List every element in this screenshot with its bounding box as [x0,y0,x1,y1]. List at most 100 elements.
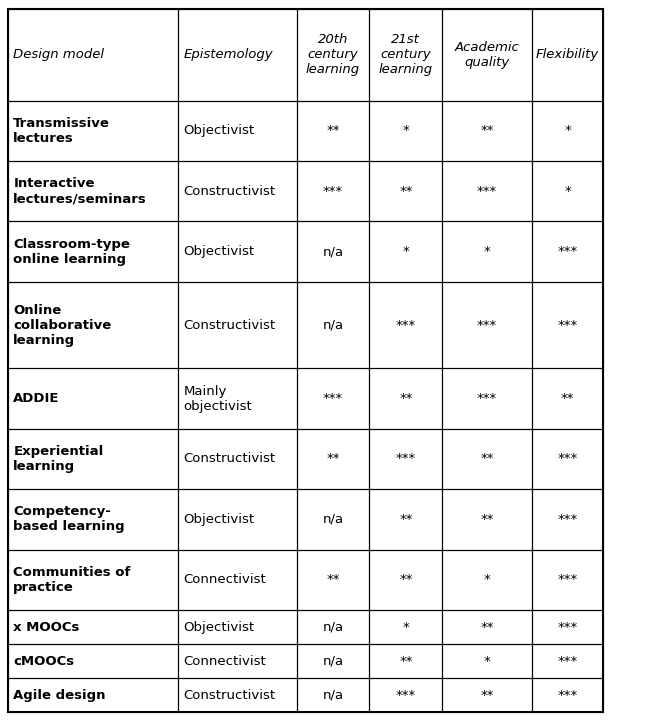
Text: **: ** [480,453,494,466]
Text: Flexibility: Flexibility [536,48,599,61]
Bar [532,9,603,100]
Bar [296,549,370,610]
Text: **: ** [399,185,412,198]
Bar [296,368,370,429]
Bar [296,282,370,368]
Text: *: * [402,621,409,634]
Text: Connectivist: Connectivist [184,655,266,668]
Bar [296,221,370,282]
Bar [8,9,603,712]
Bar [442,489,532,549]
Text: n/a: n/a [322,655,344,668]
Bar [296,161,370,221]
Bar [532,678,603,712]
Text: *: * [564,124,571,137]
Bar [296,100,370,161]
Text: ***: *** [396,453,416,466]
Bar [178,161,296,221]
Bar [370,100,442,161]
Text: ***: *** [557,453,578,466]
Bar [532,549,603,610]
Bar [8,429,178,489]
Text: Interactive
lectures/seminars: Interactive lectures/seminars [13,177,147,205]
Text: ***: *** [396,319,416,332]
Bar [370,221,442,282]
Bar [8,282,178,368]
Text: **: ** [399,655,412,668]
Bar [532,644,603,678]
Text: 20th
century
learning: 20th century learning [306,33,360,76]
Text: Epistemology: Epistemology [184,48,273,61]
Bar [370,610,442,644]
Text: **: ** [561,392,574,405]
Bar [178,644,296,678]
Text: ***: *** [557,319,578,332]
Text: **: ** [399,573,412,586]
Bar [8,678,178,712]
Bar [370,161,442,221]
Text: **: ** [480,513,494,526]
Bar [178,282,296,368]
Bar [8,368,178,429]
Bar [370,678,442,712]
Text: 21st
century
learning: 21st century learning [379,33,433,76]
Bar [178,9,296,100]
Bar [8,100,178,161]
Bar [532,489,603,549]
Bar [296,610,370,644]
Text: Constructivist: Constructivist [184,319,276,332]
Bar [442,100,532,161]
Bar [370,368,442,429]
Text: ***: *** [323,392,343,405]
Bar [8,161,178,221]
Text: ***: *** [477,319,498,332]
Bar [370,644,442,678]
Bar [296,678,370,712]
Bar [178,489,296,549]
Bar [442,549,532,610]
Bar [296,9,370,100]
Bar [178,221,296,282]
Text: ***: *** [557,573,578,586]
Text: Objectivist: Objectivist [184,621,255,634]
Text: **: ** [480,689,494,702]
Text: **: ** [399,392,412,405]
Bar [8,610,178,644]
Bar [442,429,532,489]
Bar [8,489,178,549]
Text: n/a: n/a [322,245,344,258]
Bar [8,9,178,100]
Bar [8,644,178,678]
Text: **: ** [480,621,494,634]
Text: *: * [402,124,409,137]
Bar [442,9,532,100]
Text: Objectivist: Objectivist [184,124,255,137]
Text: ADDIE: ADDIE [13,392,60,405]
Bar [442,161,532,221]
Bar [370,9,442,100]
Bar [296,489,370,549]
Bar [178,678,296,712]
Bar [178,610,296,644]
Text: ***: *** [557,245,578,258]
Text: Objectivist: Objectivist [184,245,255,258]
Text: ***: *** [323,185,343,198]
Bar [532,610,603,644]
Text: **: ** [326,573,340,586]
Text: **: ** [480,124,494,137]
Bar [442,610,532,644]
Text: cMOOCs: cMOOCs [13,655,75,668]
Bar [370,489,442,549]
Bar [532,100,603,161]
Bar [8,221,178,282]
Text: Connectivist: Connectivist [184,573,266,586]
Text: Constructivist: Constructivist [184,185,276,198]
Text: n/a: n/a [322,513,344,526]
Text: ***: *** [557,513,578,526]
Text: n/a: n/a [322,689,344,702]
Text: ***: *** [477,392,498,405]
Text: Design model: Design model [13,48,105,61]
Text: n/a: n/a [322,319,344,332]
Text: *: * [484,573,490,586]
Text: **: ** [399,513,412,526]
